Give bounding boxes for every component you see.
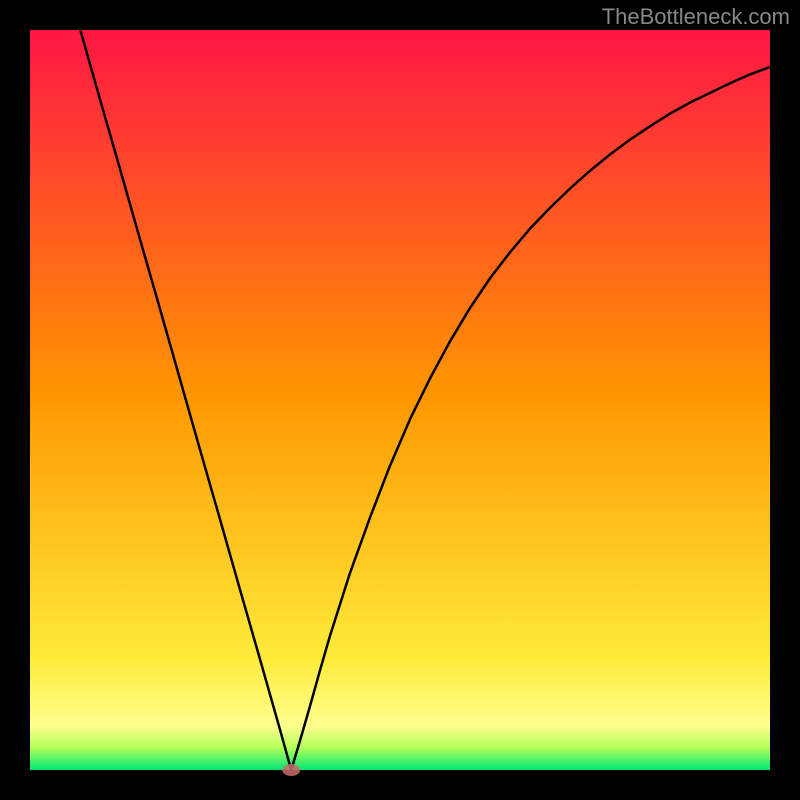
plot-area <box>30 30 770 770</box>
chart-container: TheBottleneck.com <box>0 0 800 800</box>
watermark-text: TheBottleneck.com <box>602 4 790 30</box>
